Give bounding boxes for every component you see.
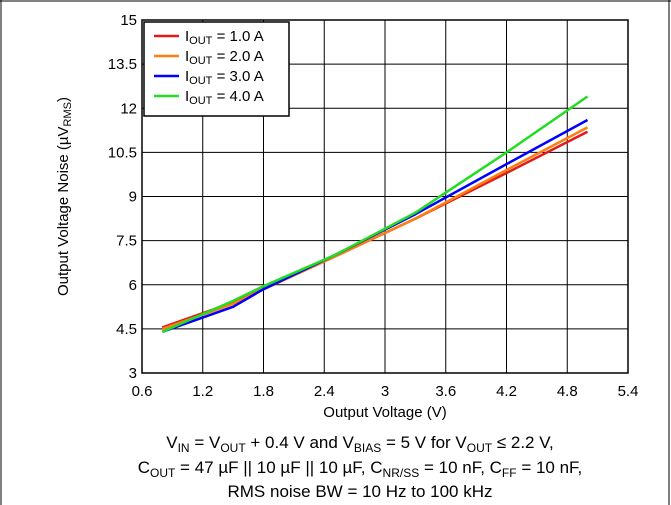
x-tick-label: 4.8 [557,383,578,400]
y-axis-label: Output Voltage Noise (µVRMS) [55,97,74,296]
x-tick-label: 5.4 [618,383,639,400]
condition-line-3: RMS noise BW = 10 Hz to 100 kHz [227,482,492,501]
y-tick-labels: 3 4.5 6 7.5 9 10.5 12 13.5 15 [108,12,137,382]
legend-entry: IOUT = 4.0 A [185,88,264,107]
legend-entry: IOUT = 1.0 A [185,28,264,47]
y-tick-label: 6 [129,277,137,294]
x-tick-label: 1.8 [253,383,274,400]
y-tick-label: 9 [129,189,137,206]
condition-line-2: COUT = 47 µF || 10 µF || 10 µF, CNR/SS =… [138,458,583,480]
series-line-4 [161,95,589,333]
y-tick-label: 3 [129,365,137,382]
y-tick-label: 13.5 [108,56,137,73]
x-tick-label: 1.2 [192,383,213,400]
x-tick-label: 3 [381,383,389,400]
y-tick-label: 4.5 [116,321,137,338]
x-axis-label: Output Voltage (V) [323,404,446,421]
x-tick-label: 2.4 [314,383,335,400]
y-axis-label-subscript: RMS [62,102,74,126]
y-tick-label: 10.5 [108,144,137,161]
x-tick-label: 0.6 [132,383,153,400]
x-tick-label: 4.2 [496,383,517,400]
legend-entry: IOUT = 2.0 A [185,48,264,67]
series-line-3 [161,118,589,333]
plot-area-border [141,19,629,374]
y-tick-label: 15 [120,12,137,29]
x-tick-label: 3.6 [435,383,456,400]
condition-line-1: VIN = VOUT + 0.4 V and VBIAS = 5 V for V… [166,433,553,455]
y-tick-label: 7.5 [116,233,137,250]
y-axis-label-end: ) [55,97,72,102]
y-axis-label-main: Output Voltage Noise (µV [55,126,72,296]
legend-box [143,21,290,117]
series-layer [161,95,589,333]
x-tick-labels: 0.6 1.2 1.8 2.4 3 3.6 4.2 4.8 5.4 [132,383,639,400]
series-line-2 [161,126,589,331]
y-tick-label: 12 [120,100,137,117]
legend-entry: IOUT = 3.0 A [185,68,264,87]
test-conditions: VIN = VOUT + 0.4 V and VBIAS = 5 V for V… [138,433,583,501]
